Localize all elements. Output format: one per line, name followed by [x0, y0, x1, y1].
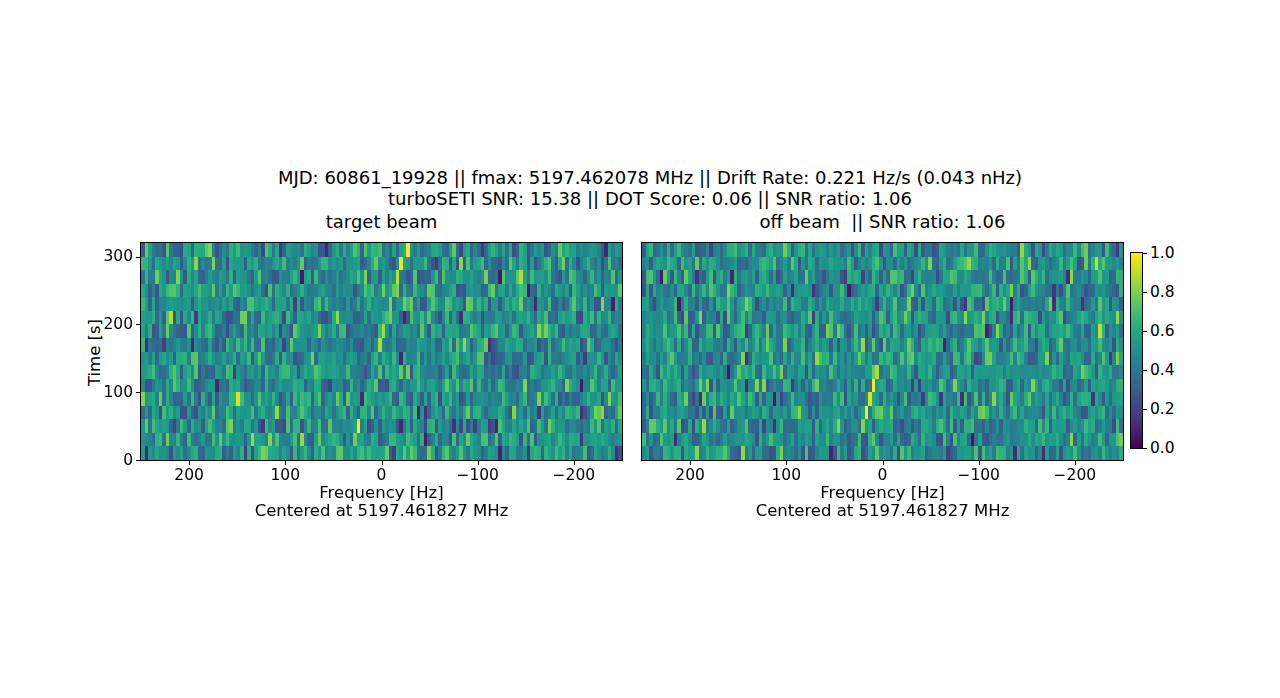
off-beam-heatmap [641, 242, 1124, 461]
left-x-axis-label: Frequency [Hz] [141, 483, 622, 502]
target-beam-heatmap-canvas [141, 243, 622, 460]
left-plot-title: target beam [141, 211, 622, 233]
left-x-axis-sublabel: Centered at 5197.461827 MHz [141, 501, 622, 520]
x-tick-mark [574, 461, 575, 465]
colorbar-tick-mark [1143, 253, 1147, 254]
right-x-axis-sublabel: Centered at 5197.461827 MHz [642, 501, 1123, 520]
colorbar [1130, 252, 1143, 449]
x-tick-mark [285, 461, 286, 465]
colorbar-tick-label: 0.2 [1150, 400, 1175, 419]
figure-title-line1: MJD: 60861_19928 || fmax: 5197.462078 MH… [10, 167, 1280, 189]
x-tick-mark [382, 461, 383, 465]
y-tick-mark [136, 460, 140, 461]
y-tick-mark [136, 257, 140, 258]
colorbar-tick-mark [1143, 409, 1147, 410]
off-beam-heatmap-canvas [642, 243, 1123, 460]
y-tick-mark [136, 392, 140, 393]
y-tick-label: 0 [73, 451, 133, 470]
colorbar-tick-mark [1143, 448, 1147, 449]
y-tick-mark [136, 324, 140, 325]
colorbar-tick-label: 0.8 [1150, 283, 1175, 302]
y-tick-label: 100 [73, 383, 133, 402]
colorbar-tick-label: 0.0 [1150, 439, 1175, 458]
colorbar-tick-label: 0.6 [1150, 322, 1175, 341]
target-beam-heatmap [140, 242, 623, 461]
x-tick-mark [1075, 461, 1076, 465]
x-tick-mark [189, 461, 190, 465]
right-plot-title: off beam || SNR ratio: 1.06 [642, 211, 1123, 233]
colorbar-tick-mark [1143, 370, 1147, 371]
x-tick-mark [478, 461, 479, 465]
y-tick-label: 300 [73, 247, 133, 266]
right-x-axis-label: Frequency [Hz] [642, 483, 1123, 502]
x-tick-mark [883, 461, 884, 465]
x-tick-mark [786, 461, 787, 465]
colorbar-tick-mark [1143, 331, 1147, 332]
colorbar-tick-label: 1.0 [1150, 244, 1175, 263]
colorbar-gradient [1131, 253, 1142, 448]
x-tick-mark [979, 461, 980, 465]
figure-title-line2: turboSETI SNR: 15.38 || DOT Score: 0.06 … [10, 188, 1280, 210]
y-tick-label: 200 [73, 315, 133, 334]
colorbar-tick-mark [1143, 292, 1147, 293]
x-tick-mark [690, 461, 691, 465]
colorbar-tick-label: 0.4 [1150, 361, 1175, 380]
